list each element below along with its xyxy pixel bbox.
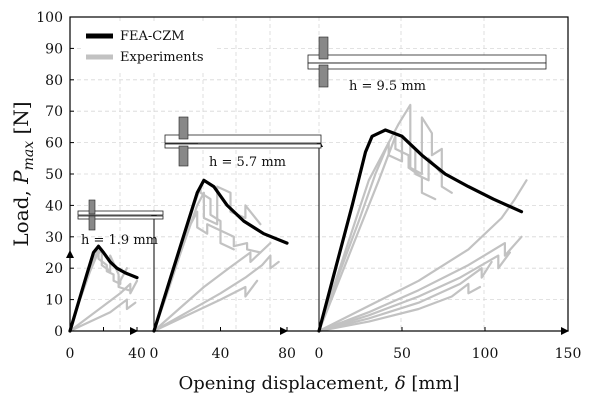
experiment-curve-panel-2-5 [152, 242, 272, 333]
experiment-curve-panel-3-3 [317, 135, 437, 333]
y-tick-label: 0 [54, 324, 63, 340]
fea-curves [68, 128, 524, 333]
fea-curve-panel-3 [317, 128, 524, 333]
x-tick-label-panel-3: 100 [472, 346, 499, 362]
x-tick-label-panel-3: 150 [555, 346, 582, 362]
specimen-sketch-large [307, 36, 547, 88]
y-tick-label: 100 [36, 10, 63, 26]
experiment-curve-panel-3-8 [317, 282, 482, 333]
annotation-h-1-9: h = 1.9 mm [81, 233, 158, 248]
x-tick-label-panel-1: 40 [128, 346, 146, 362]
y-tick-label: 50 [45, 167, 63, 183]
fea-curve-panel-1 [68, 244, 139, 333]
y-tick-label: 60 [45, 136, 63, 152]
y-axis-label: Load, Pmax [N] [9, 101, 37, 246]
x-tick-label-panel-3: 0 [315, 346, 324, 362]
experiment-curve-panel-3-5 [317, 235, 523, 333]
y-tick-label: 20 [45, 261, 63, 277]
x-tick-label-panel-2: 40 [212, 346, 230, 362]
x-tick-label-panel-2: 0 [150, 346, 159, 362]
experiment-curve-panel-1-3 [68, 279, 139, 333]
y-tick-label: 70 [45, 104, 63, 120]
legend-label-experiments: Experiments [120, 50, 204, 65]
plot-frame [69, 16, 569, 332]
legend: FEA-CZM Experiments [82, 23, 214, 71]
y-tick-label: 80 [45, 73, 63, 89]
experiment-curve-panel-3-7 [317, 260, 493, 333]
y-tick-label: 40 [45, 198, 63, 214]
x-tick-label-panel-3: 50 [393, 346, 411, 362]
experiment-curve-panel-2-6 [152, 279, 259, 333]
experiment-curve-panel-2-3 [152, 210, 235, 333]
y-tick-label: 90 [45, 41, 63, 57]
experiment-curves [68, 103, 528, 333]
x-tick-label-panel-2: 80 [278, 346, 296, 362]
experiment-curve-panel-1-4 [68, 298, 137, 333]
specimen-sketch-medium [164, 116, 322, 167]
experiment-curve-panel-1-2 [68, 248, 130, 333]
experiment-curve-panel-2-4 [152, 254, 280, 333]
experiment-curve-panel-3-2 [317, 135, 443, 333]
specimen-sketch-small [77, 199, 164, 231]
annotation-h-9-5: h = 9.5 mm [349, 79, 426, 94]
x-tick-label-panel-1: 0 [66, 346, 75, 362]
fea-curve-panel-2 [152, 178, 289, 333]
y-tick-label: 10 [45, 293, 63, 309]
annotation-h-5-7: h = 5.7 mm [209, 155, 286, 170]
legend-label-fea: FEA-CZM [120, 29, 185, 44]
y-tick-label: 30 [45, 230, 63, 246]
experiment-curve-panel-3-4 [317, 179, 528, 333]
x-axis-label: Opening displacement, δ [mm] [178, 373, 459, 394]
experiment-curve-panel-3-6 [317, 251, 511, 333]
